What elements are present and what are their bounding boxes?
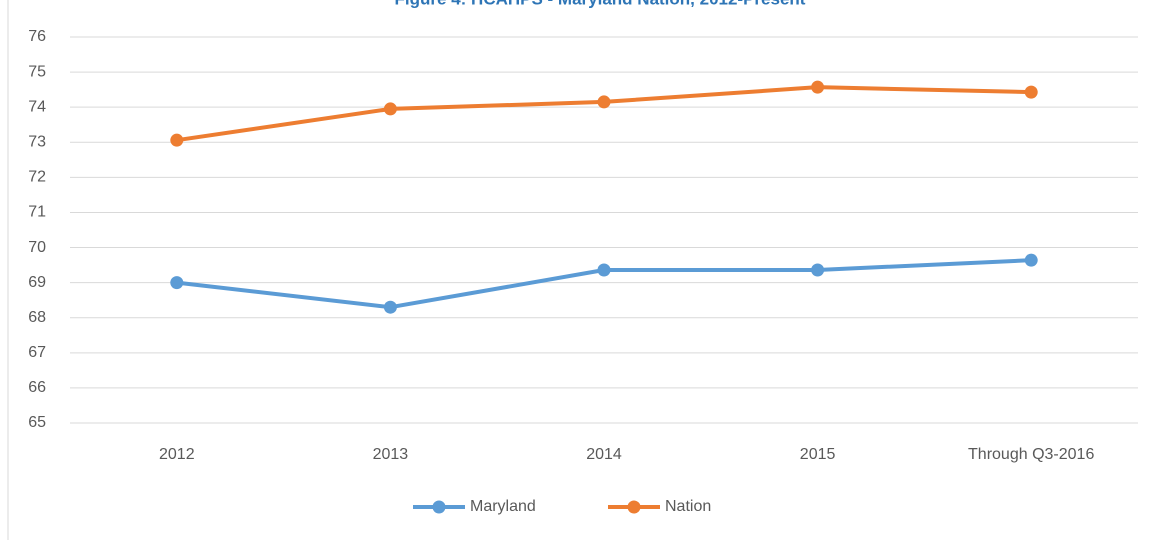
data-point	[597, 263, 611, 277]
chart-title: Figure 4: HCAHPS - Maryland Nation, 2012…	[395, 0, 806, 8]
series-line	[174, 85, 1034, 143]
data-point	[811, 80, 825, 94]
y-tick-label: 71	[28, 204, 46, 221]
x-tick-label: 2013	[373, 446, 409, 463]
legend-label: Nation	[665, 498, 711, 515]
data-point	[597, 95, 611, 109]
y-tick-label: 72	[28, 169, 46, 186]
data-point	[1024, 85, 1038, 99]
data-point	[383, 300, 397, 314]
y-tick-label: 73	[28, 133, 46, 150]
x-tick-label: Through Q3-2016	[968, 446, 1094, 463]
legend-marker	[432, 500, 446, 514]
x-tick-label: 2015	[800, 446, 836, 463]
y-tick-label: 67	[28, 344, 46, 361]
data-point	[170, 276, 184, 290]
y-tick-label: 70	[28, 239, 46, 256]
legend-marker	[627, 500, 641, 514]
x-tick-label: 2012	[159, 446, 195, 463]
data-point	[1024, 253, 1038, 267]
y-tick-label: 69	[28, 274, 46, 291]
data-point	[170, 133, 184, 147]
x-tick-label: 2014	[586, 446, 622, 463]
data-point	[383, 102, 397, 116]
y-tick-label: 74	[28, 98, 46, 115]
y-tick-label: 68	[28, 309, 46, 326]
legend-label: Maryland	[470, 498, 536, 515]
y-tick-label: 75	[28, 63, 46, 80]
y-tick-label: 66	[28, 379, 46, 396]
y-tick-label: 65	[28, 414, 46, 431]
y-tick-label: 76	[28, 28, 46, 45]
data-point	[811, 263, 825, 277]
